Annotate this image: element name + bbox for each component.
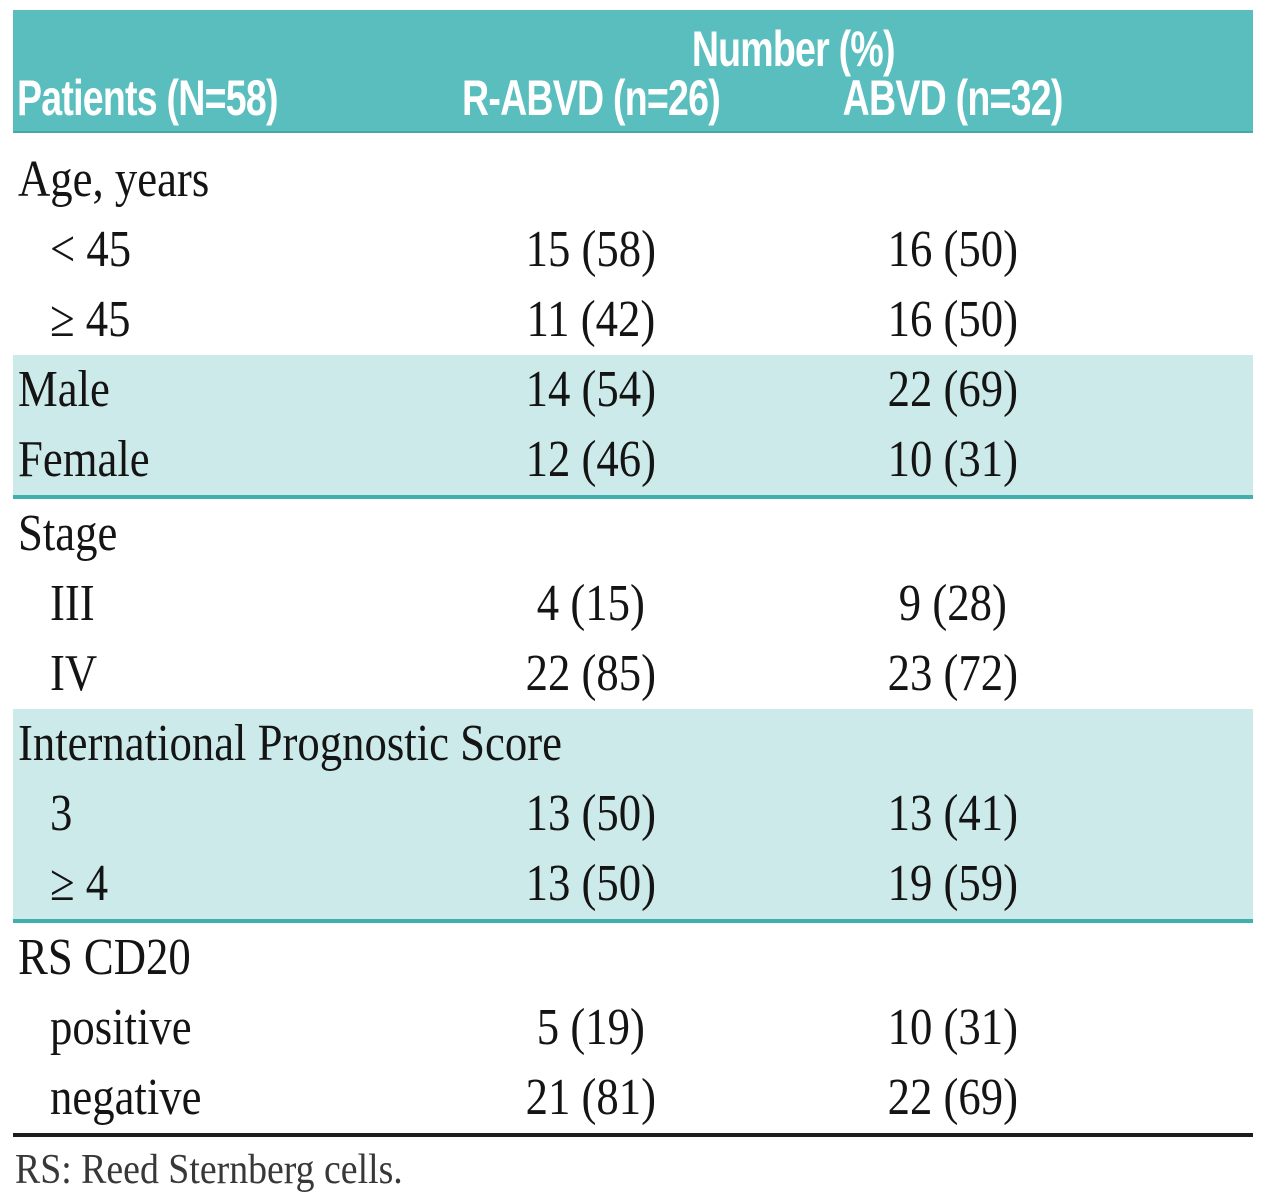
column-header-rabvd: R-ABVD (n=26): [461, 70, 720, 126]
row-label: Stage: [18, 505, 118, 562]
table-row: negative 21 (81) 22 (69): [13, 1063, 1253, 1133]
rabvd-value: 13 (50): [525, 855, 656, 912]
row-label: ≥ 4: [50, 855, 109, 912]
abvd-value: 10 (31): [887, 999, 1019, 1056]
abvd-value: [768, 508, 1138, 560]
table-bottom-rule: [13, 1133, 1253, 1137]
column-header-abvd: ABVD (n=32): [843, 70, 1064, 126]
rabvd-value: [413, 932, 768, 984]
patient-characteristics-table: Number (%) Patients (N=58) R-ABVD (n=26)…: [13, 10, 1253, 1191]
row-label: III: [50, 575, 95, 632]
row-label: RS CD20: [18, 929, 191, 986]
rabvd-value: 15 (58): [525, 221, 656, 278]
row-label: IV: [50, 645, 98, 702]
header-group-label: Number (%): [413, 24, 1173, 74]
abvd-value: 13 (41): [887, 785, 1019, 842]
rabvd-value: 12 (46): [525, 431, 656, 488]
abvd-value: 10 (31): [887, 431, 1019, 488]
rabvd-value: 13 (50): [525, 785, 656, 842]
rabvd-value: [413, 154, 768, 206]
table-row: Age, years: [13, 145, 1253, 215]
table-section: Age, years < 45 15 (58) 16 (50) ≥ 45 11 (42) 1…: [13, 145, 1253, 355]
rabvd-value: [413, 508, 768, 560]
rabvd-value: 21 (81): [525, 1069, 656, 1126]
table-section: Stage III 4 (15) 9 (28) IV 22 (85) 23 (72): [13, 499, 1253, 709]
abvd-value: [768, 154, 1138, 206]
table-row: ≥ 45 11 (42) 16 (50): [13, 285, 1253, 355]
table-row: III 4 (15) 9 (28): [13, 569, 1253, 639]
header-group-label-text: Number (%): [691, 21, 896, 77]
table-section: International Prognostic Score 3 13 (50) 13…: [13, 709, 1253, 923]
rabvd-value: 22 (85): [525, 645, 656, 702]
row-label: International Prognostic Score: [18, 715, 562, 772]
row-label: < 45: [50, 221, 132, 278]
table-row: RS CD20: [13, 923, 1253, 993]
table-row: ≥ 4 13 (50) 19 (59): [13, 849, 1253, 919]
table-row: IV 22 (85) 23 (72): [13, 639, 1253, 709]
column-header-patients: Patients (N=58): [17, 70, 278, 126]
table-row: 3 13 (50) 13 (41): [13, 779, 1253, 849]
rabvd-value: 4 (15): [536, 575, 645, 632]
table-row: Stage: [13, 499, 1253, 569]
abvd-value: 22 (69): [887, 361, 1019, 418]
rabvd-value: 14 (54): [525, 361, 656, 418]
row-label: Age, years: [18, 151, 210, 208]
table-row: < 45 15 (58) 16 (50): [13, 215, 1253, 285]
rabvd-value: 5 (19): [536, 999, 645, 1056]
table-row: Male 14 (54) 22 (69): [13, 355, 1253, 425]
row-label: ≥ 45: [50, 291, 131, 348]
abvd-value: [768, 718, 1138, 770]
rabvd-value: 11 (42): [526, 291, 655, 348]
table-section: Male 14 (54) 22 (69) Female 12 (46) 10 (31): [13, 355, 1253, 499]
abvd-value: [768, 932, 1138, 984]
table-row: International Prognostic Score: [13, 709, 1253, 779]
row-label: Male: [18, 361, 110, 418]
abvd-value: 16 (50): [887, 221, 1019, 278]
row-label: negative: [50, 1069, 202, 1126]
abvd-value: 19 (59): [887, 855, 1019, 912]
row-label: positive: [50, 999, 192, 1056]
table-row: positive 5 (19) 10 (31): [13, 993, 1253, 1063]
table-row: Female 12 (46) 10 (31): [13, 425, 1253, 495]
header-columns-row: Patients (N=58) R-ABVD (n=26) ABVD (n=32…: [13, 73, 1253, 123]
abvd-value: 22 (69): [887, 1069, 1019, 1126]
table-footnote: RS: Reed Sternberg cells.: [15, 1147, 403, 1193]
abvd-value: 9 (28): [898, 575, 1008, 632]
table-section: RS CD20 positive 5 (19) 10 (31) negative 21 (…: [13, 923, 1253, 1133]
table-body: Age, years < 45 15 (58) 16 (50) ≥ 45 11 (42) 1…: [13, 145, 1253, 1133]
row-label: 3: [50, 785, 73, 842]
abvd-value: 23 (72): [887, 645, 1019, 702]
table-header: Number (%) Patients (N=58) R-ABVD (n=26)…: [13, 10, 1253, 133]
abvd-value: 16 (50): [887, 291, 1019, 348]
row-label: Female: [18, 431, 150, 488]
